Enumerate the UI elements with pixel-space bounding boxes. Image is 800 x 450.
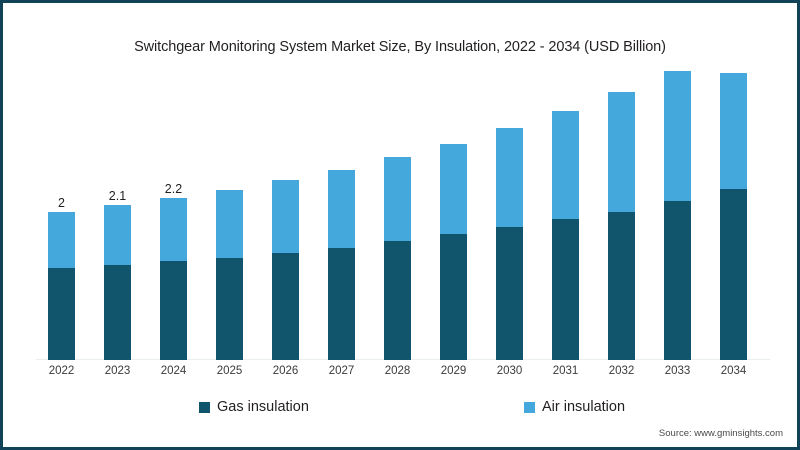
bar-column[interactable] — [272, 180, 299, 360]
bar-column[interactable] — [608, 92, 635, 360]
chart-canvas: Switchgear Monitoring System Market Size… — [3, 3, 797, 447]
legend-item-gas-insulation[interactable]: Gas insulation — [199, 399, 309, 415]
bar-segment-air-insulation[interactable] — [664, 71, 691, 201]
x-axis-tick-2022: 2022 — [48, 365, 75, 377]
x-axis-tick-2024: 2024 — [160, 365, 187, 377]
bar-column[interactable]: 2.2 — [160, 182, 187, 360]
bar-column[interactable] — [328, 170, 355, 360]
bar-segment-gas-insulation[interactable] — [608, 212, 635, 360]
bar-segment-gas-insulation[interactable] — [272, 253, 299, 360]
bar-segment-air-insulation[interactable] — [608, 92, 635, 212]
bar-value-label: 2 — [58, 196, 65, 210]
legend-label-gas: Gas insulation — [217, 399, 309, 415]
x-axis-tick-2030: 2030 — [496, 365, 523, 377]
x-axis-tick-2034: 2034 — [720, 365, 747, 377]
legend-item-air-insulation[interactable]: Air insulation — [524, 399, 625, 415]
bar-segment-air-insulation[interactable] — [384, 157, 411, 241]
bar-segment-air-insulation[interactable] — [48, 212, 75, 268]
bar-segment-air-insulation[interactable] — [552, 111, 579, 219]
x-axis-tick-2029: 2029 — [440, 365, 467, 377]
x-axis-tick-2026: 2026 — [272, 365, 299, 377]
bar-segment-air-insulation[interactable] — [496, 128, 523, 227]
bar-segment-gas-insulation[interactable] — [440, 234, 467, 360]
x-axis-tick-2031: 2031 — [552, 365, 579, 377]
x-axis-tick-2028: 2028 — [384, 365, 411, 377]
bar-segment-air-insulation[interactable] — [440, 144, 467, 234]
bar-segment-gas-insulation[interactable] — [552, 219, 579, 360]
plot-area: 2 2.1 2.2 — [36, 65, 770, 360]
bar-segment-air-insulation[interactable] — [272, 180, 299, 253]
bar-segment-gas-insulation[interactable] — [328, 248, 355, 360]
x-axis-tick-2023: 2023 — [104, 365, 131, 377]
bar-segment-air-insulation[interactable] — [328, 170, 355, 248]
bar-segment-gas-insulation[interactable] — [48, 268, 75, 360]
bar-column[interactable]: 2 — [48, 196, 75, 360]
bar-value-label: 2.1 — [108, 189, 127, 203]
bar-segment-air-insulation[interactable] — [104, 205, 131, 265]
chart-title: Switchgear Monitoring System Market Size… — [134, 39, 666, 55]
source-attribution: Source: www.gminsights.com — [658, 428, 783, 439]
bar-column[interactable] — [440, 144, 467, 360]
bar-segment-gas-insulation[interactable] — [496, 227, 523, 360]
bar-value-label: 2.2 — [164, 182, 183, 196]
legend-swatch-air-icon — [524, 401, 535, 413]
x-axis-tick-labels: 2022 2023 2024 2025 2026 2027 2028 2029 2030 2031… — [36, 365, 770, 387]
bar-segment-air-insulation[interactable] — [160, 198, 187, 261]
bar-segment-gas-insulation[interactable] — [384, 241, 411, 360]
bar-column[interactable] — [216, 190, 243, 360]
bar-column[interactable] — [384, 157, 411, 360]
bar-segment-gas-insulation[interactable] — [216, 258, 243, 360]
x-axis-tick-2027: 2027 — [328, 365, 355, 377]
legend-label-air: Air insulation — [542, 399, 626, 415]
x-axis-tick-2033: 2033 — [664, 365, 691, 377]
bar-segment-gas-insulation[interactable] — [104, 265, 131, 360]
bar-column[interactable]: 2.1 — [104, 189, 131, 360]
bar-segment-gas-insulation[interactable] — [160, 261, 187, 360]
bar-column[interactable] — [664, 71, 691, 360]
bar-column[interactable] — [552, 111, 579, 360]
x-axis-tick-2032: 2032 — [608, 365, 635, 377]
bar-column[interactable] — [496, 128, 523, 360]
legend-swatch-gas-icon — [199, 401, 210, 413]
x-axis-tick-2025: 2025 — [216, 365, 243, 377]
bar-segment-gas-insulation[interactable] — [720, 189, 747, 360]
bar-segment-gas-insulation[interactable] — [664, 201, 691, 360]
bar-segment-air-insulation[interactable] — [216, 190, 243, 258]
chart-legend: Gas insulation Air insulation — [3, 399, 797, 421]
bar-segment-air-insulation[interactable] — [720, 73, 747, 189]
bar-column[interactable] — [720, 73, 747, 360]
